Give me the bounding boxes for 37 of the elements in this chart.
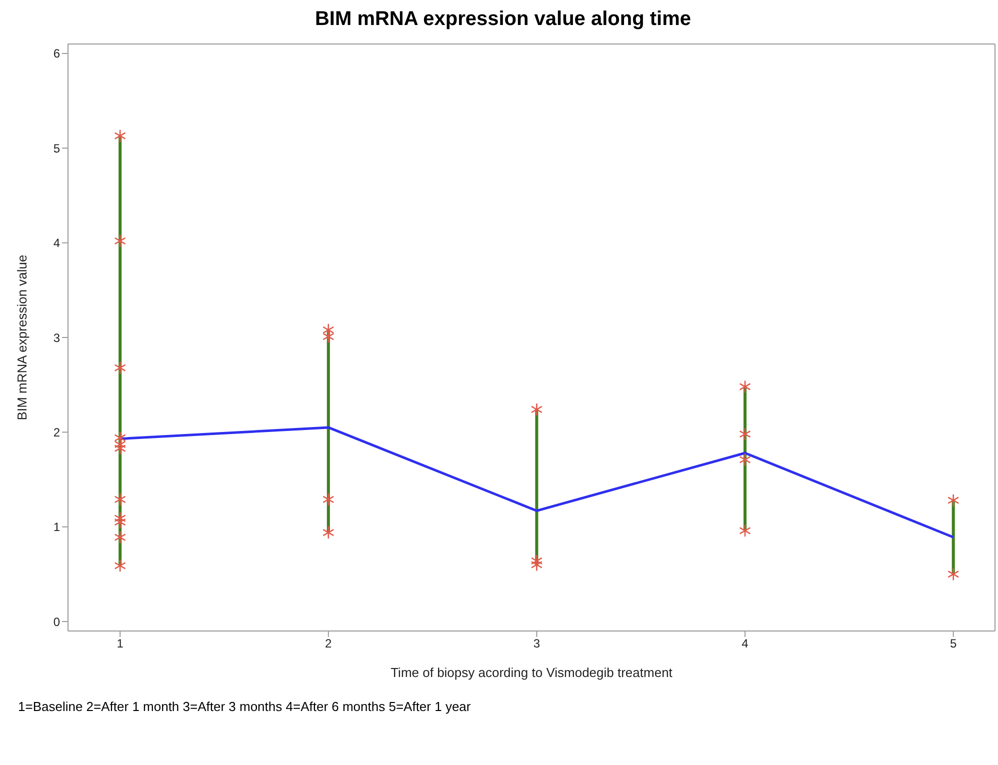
- point: [322, 492, 334, 506]
- y-tick-label: 0: [53, 614, 60, 629]
- y-tick-label: 1: [53, 520, 60, 534]
- point: [114, 492, 126, 506]
- line-series: [118, 426, 955, 539]
- y-tick-label: 3: [53, 330, 60, 345]
- point: [114, 512, 126, 525]
- point: [114, 129, 126, 142]
- point: [114, 361, 126, 374]
- y-axis-title: BIM mRNA expression value: [14, 254, 30, 420]
- x-tick-label: 4: [742, 636, 749, 651]
- point: [322, 526, 334, 540]
- point: [739, 452, 751, 466]
- x-tick-label: 3: [533, 636, 540, 651]
- point: [739, 427, 751, 441]
- point: [947, 494, 960, 507]
- point: [114, 530, 126, 544]
- point: [530, 558, 543, 572]
- y-tick-label: 6: [53, 46, 60, 61]
- point: [322, 330, 334, 344]
- x-tick-label: 5: [950, 636, 957, 651]
- y-tick-label: 5: [53, 141, 60, 156]
- point: [739, 524, 751, 538]
- point: [114, 442, 126, 455]
- x-axis-title: Time of biopsy acording to Vismodegib treatment: [390, 665, 673, 680]
- x-tick-label: 2: [325, 636, 332, 651]
- x-tick-label: 1: [116, 636, 124, 651]
- point: [530, 402, 543, 416]
- y-tick-label: 2: [53, 425, 60, 440]
- y-tick-label: 4: [53, 236, 60, 250]
- chart-title: BIM mRNA expression value along time: [314, 8, 692, 31]
- text: 1=Baseline 2=After 1 month 3=After 3 months 4=After 6 months 5=After 1 year: [18, 699, 472, 714]
- point: [739, 380, 751, 394]
- point: [114, 234, 126, 248]
- point: [947, 568, 960, 581]
- point: [114, 515, 126, 529]
- point: [114, 559, 126, 572]
